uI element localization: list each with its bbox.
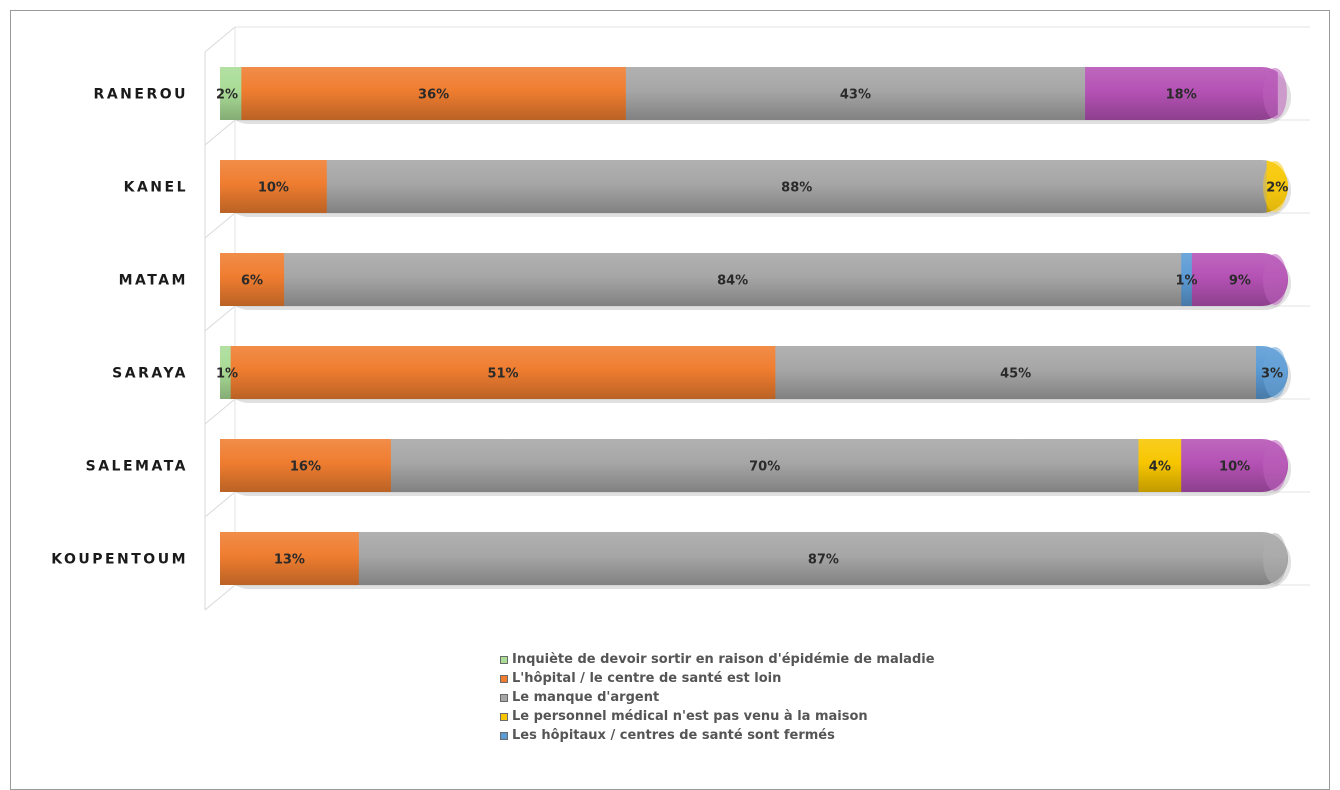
gridline-diagonal [204,491,236,518]
gridline-diagonal [204,26,236,53]
bar-left-end [220,253,246,306]
bar-end-cap [1263,440,1287,491]
bar-end-cap [1263,347,1287,398]
gridline-diagonal [204,212,236,239]
bar-segment [358,532,1288,585]
bar-segment [390,439,1139,492]
data-labels: 2% 36% 43% 18% 10% 88% 2% 6% 84% 1% 9% 1% 51% 45% 3% 16… [216,88,1288,568]
bar-end-cap [1263,68,1287,119]
legend-label: L'hôpital / le centre de santé est loin [512,671,782,686]
legend-swatch [500,712,508,721]
category-label: KANEL [124,180,188,196]
category-label: MATAM [119,273,188,289]
gridline-diagonal [204,398,236,425]
legend-swatch [500,731,508,740]
data-label: 43% [840,88,871,103]
data-label: 1% [216,367,238,382]
gridline-diagonal [204,584,236,611]
bar-row [220,253,1288,306]
bar-segment [241,67,627,120]
data-label: 36% [418,88,449,103]
bar-segment [284,253,1182,306]
data-label: 16% [290,460,321,475]
data-label: 88% [781,181,812,196]
bar-segment [1138,439,1182,492]
category-label: RANEROU [94,87,188,103]
category-labels: RANEROU KANEL MATAM SARAYA SALEMATA KOUPENTOU… [51,87,188,568]
data-label: 10% [258,181,289,196]
legend-swatch [500,693,508,702]
bar-left-end [220,532,246,585]
legend-swatch [500,655,508,664]
legend-item: Le manque d'argent [500,688,935,707]
data-label: 84% [717,274,748,289]
bar-row [220,532,1288,585]
gridline-diagonal [204,119,236,146]
chart-frame [10,10,1330,790]
legend-label: Le personnel médical n'est pas venu à la… [512,709,868,724]
bar-row [220,346,1288,399]
category-label: SALEMATA [86,459,188,475]
legend-item: Inquiète de devoir sortir en raison d'ép… [500,650,935,669]
legend: Inquiète de devoir sortir en raison d'ép… [500,650,935,745]
data-label: 2% [216,88,238,103]
bar-left-end [220,439,246,492]
bars [220,67,1291,589]
data-label: 4% [1149,460,1171,475]
data-label: 3% [1261,367,1283,382]
bar-end-cap [1263,533,1287,584]
bar-end-cap [1263,161,1287,212]
bar-left-end [220,160,246,213]
bar-segment [220,439,392,492]
bar-segment [230,346,776,399]
bar-row [220,67,1278,120]
legend-label: Le manque d'argent [512,690,660,705]
data-label: 9% [1229,274,1251,289]
data-label: 13% [274,553,305,568]
bar-segment [1181,253,1193,306]
gridline-diagonal [204,305,236,332]
data-label: 2% [1266,181,1288,196]
bar-segment [1085,67,1278,120]
data-label: 87% [808,553,839,568]
legend-item: Les hôpitaux / centres de santé sont fer… [500,726,935,745]
legend-label: Les hôpitaux / centres de santé sont fer… [512,728,835,743]
data-label: 1% [1176,274,1198,289]
legend-item: L'hôpital / le centre de santé est loin [500,669,935,688]
bar-segment [775,346,1257,399]
bar-left-end [230,346,246,399]
legend-item: Le personnel médical n'est pas venu à la… [500,707,935,726]
category-label: SARAYA [112,366,188,382]
bar-left-end [241,67,246,120]
bar-segment [326,160,1268,213]
category-label: KOUPENTOUM [51,552,188,568]
bar-end-cap [1263,254,1287,305]
data-label: 18% [1166,88,1197,103]
bar-row [220,439,1288,492]
legend-label: Inquiète de devoir sortir en raison d'ép… [512,652,935,667]
data-label: 6% [241,274,263,289]
data-label: 51% [487,367,518,382]
bar-segment [625,67,1086,120]
legend-swatch [500,674,508,683]
data-label: 45% [1000,367,1031,382]
bar-row [220,160,1288,213]
data-label: 70% [749,460,780,475]
data-label: 10% [1219,460,1250,475]
